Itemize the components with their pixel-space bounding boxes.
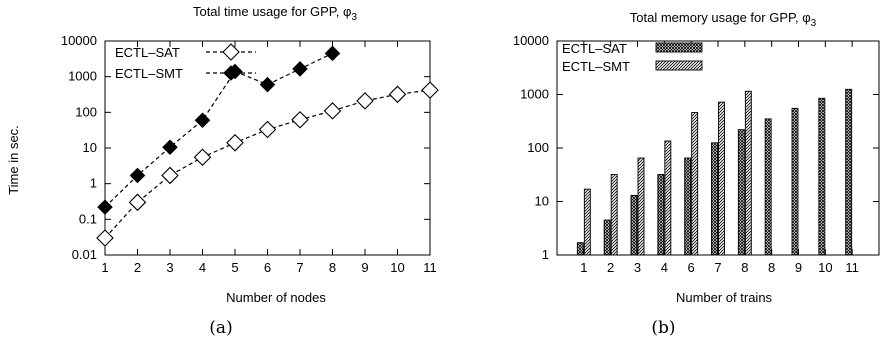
legend-marker	[223, 65, 239, 81]
x-tick-label: 10	[390, 260, 404, 275]
bar	[744, 90, 752, 256]
data-point	[194, 112, 211, 129]
x-tick-label: 8	[329, 260, 336, 275]
x-tick-label: 7	[296, 260, 303, 275]
data-point	[259, 76, 276, 93]
legend-marker	[222, 43, 240, 61]
bar	[637, 157, 645, 256]
data-point	[324, 45, 341, 62]
data-point	[291, 110, 309, 129]
legend-label: ECTL–SAT	[562, 41, 627, 56]
series-line	[104, 52, 333, 208]
bar	[818, 97, 826, 256]
bar	[691, 112, 699, 256]
bar	[583, 188, 591, 256]
x-axis-label: Number of nodes	[226, 290, 326, 305]
y-tick-label: 10000	[513, 33, 549, 48]
legend-label: ECTL–SMT	[562, 59, 630, 74]
bar	[610, 174, 618, 256]
data-point	[226, 134, 244, 152]
y-tick-label: 10000	[61, 33, 97, 48]
data-point	[97, 199, 113, 215]
y-tick-label: 1000	[68, 69, 97, 84]
x-tick-label: 2	[134, 260, 141, 275]
x-tick-label: 5	[231, 260, 238, 275]
memory-chart-panel: Total memory usage for GPP, φ3 Number of…	[442, 0, 885, 352]
x-tick-label: 4	[199, 260, 206, 275]
bar	[664, 140, 672, 256]
data-point	[96, 229, 114, 247]
y-tick-label: 1	[90, 176, 97, 191]
time-chart: Total time usage for GPP, φ3 Time in sec…	[6, 4, 439, 305]
x-tick-label: 6	[264, 260, 271, 275]
data-point	[323, 102, 342, 120]
data-point	[193, 148, 212, 167]
bar	[711, 142, 718, 256]
time-chart-panel: Total time usage for GPP, φ3 Time in sec…	[0, 0, 442, 352]
bar	[576, 242, 584, 256]
x-tick-label: 1	[101, 260, 108, 275]
x-tick-label: 10	[818, 260, 832, 275]
bar	[603, 219, 611, 256]
y-axis-label: Time in sec.	[6, 125, 21, 195]
bar	[718, 101, 725, 256]
x-tick-label: 4	[661, 260, 668, 275]
bar	[737, 129, 745, 256]
x-tick-label: 8	[741, 260, 748, 275]
data-point	[292, 61, 308, 77]
bar	[657, 174, 665, 256]
x-tick-label: 6	[688, 260, 695, 275]
x-tick-label: 11	[845, 260, 859, 275]
data-point	[421, 81, 439, 99]
y-tick-label: 1	[542, 247, 549, 262]
bar	[630, 194, 638, 256]
legend-swatch	[655, 42, 703, 53]
y-tick-label: 0.1	[79, 211, 97, 226]
bar	[845, 88, 853, 256]
legend-label: ECTL–SAT	[115, 45, 180, 60]
bar	[764, 118, 772, 256]
x-axis-label: Number of trains	[676, 290, 773, 305]
y-tick-label: 10	[83, 140, 97, 155]
legend-label: ECTL–SMT	[115, 66, 183, 81]
chart-title: Total time usage for GPP, φ3	[193, 4, 358, 23]
data-point	[161, 166, 179, 185]
y-tick-label: 10	[535, 194, 549, 209]
data-point	[388, 85, 407, 104]
data-point	[356, 92, 374, 110]
y-tick-label: 1000	[520, 87, 549, 102]
bar	[791, 107, 799, 256]
data-point	[128, 193, 147, 212]
series-line	[104, 89, 431, 239]
figure-caption: (a)	[209, 318, 233, 338]
memory-chart: Total memory usage for GPP, φ3 Number of…	[513, 10, 880, 305]
x-tick-label: 11	[423, 260, 437, 275]
y-tick-label: 0.01	[72, 247, 97, 262]
x-tick-label: 1	[580, 260, 587, 275]
x-tick-label: 3	[634, 260, 641, 275]
y-tick-label: 100	[527, 140, 549, 155]
figure-caption: (b)	[651, 318, 676, 338]
x-tick-label: 9	[795, 260, 802, 275]
legend-swatch	[655, 60, 703, 71]
x-tick-label: 2	[607, 260, 614, 275]
data-point	[258, 120, 277, 139]
x-tick-label: 3	[166, 260, 173, 275]
chart-title: Total memory usage for GPP, φ3	[630, 10, 817, 29]
x-tick-label: 7	[714, 260, 721, 275]
x-tick-label: 9	[361, 260, 368, 275]
y-tick-label: 100	[75, 104, 97, 119]
data-point	[162, 139, 178, 156]
x-tick-label: 8	[768, 260, 775, 275]
data-point	[129, 167, 146, 184]
bar	[684, 157, 692, 256]
